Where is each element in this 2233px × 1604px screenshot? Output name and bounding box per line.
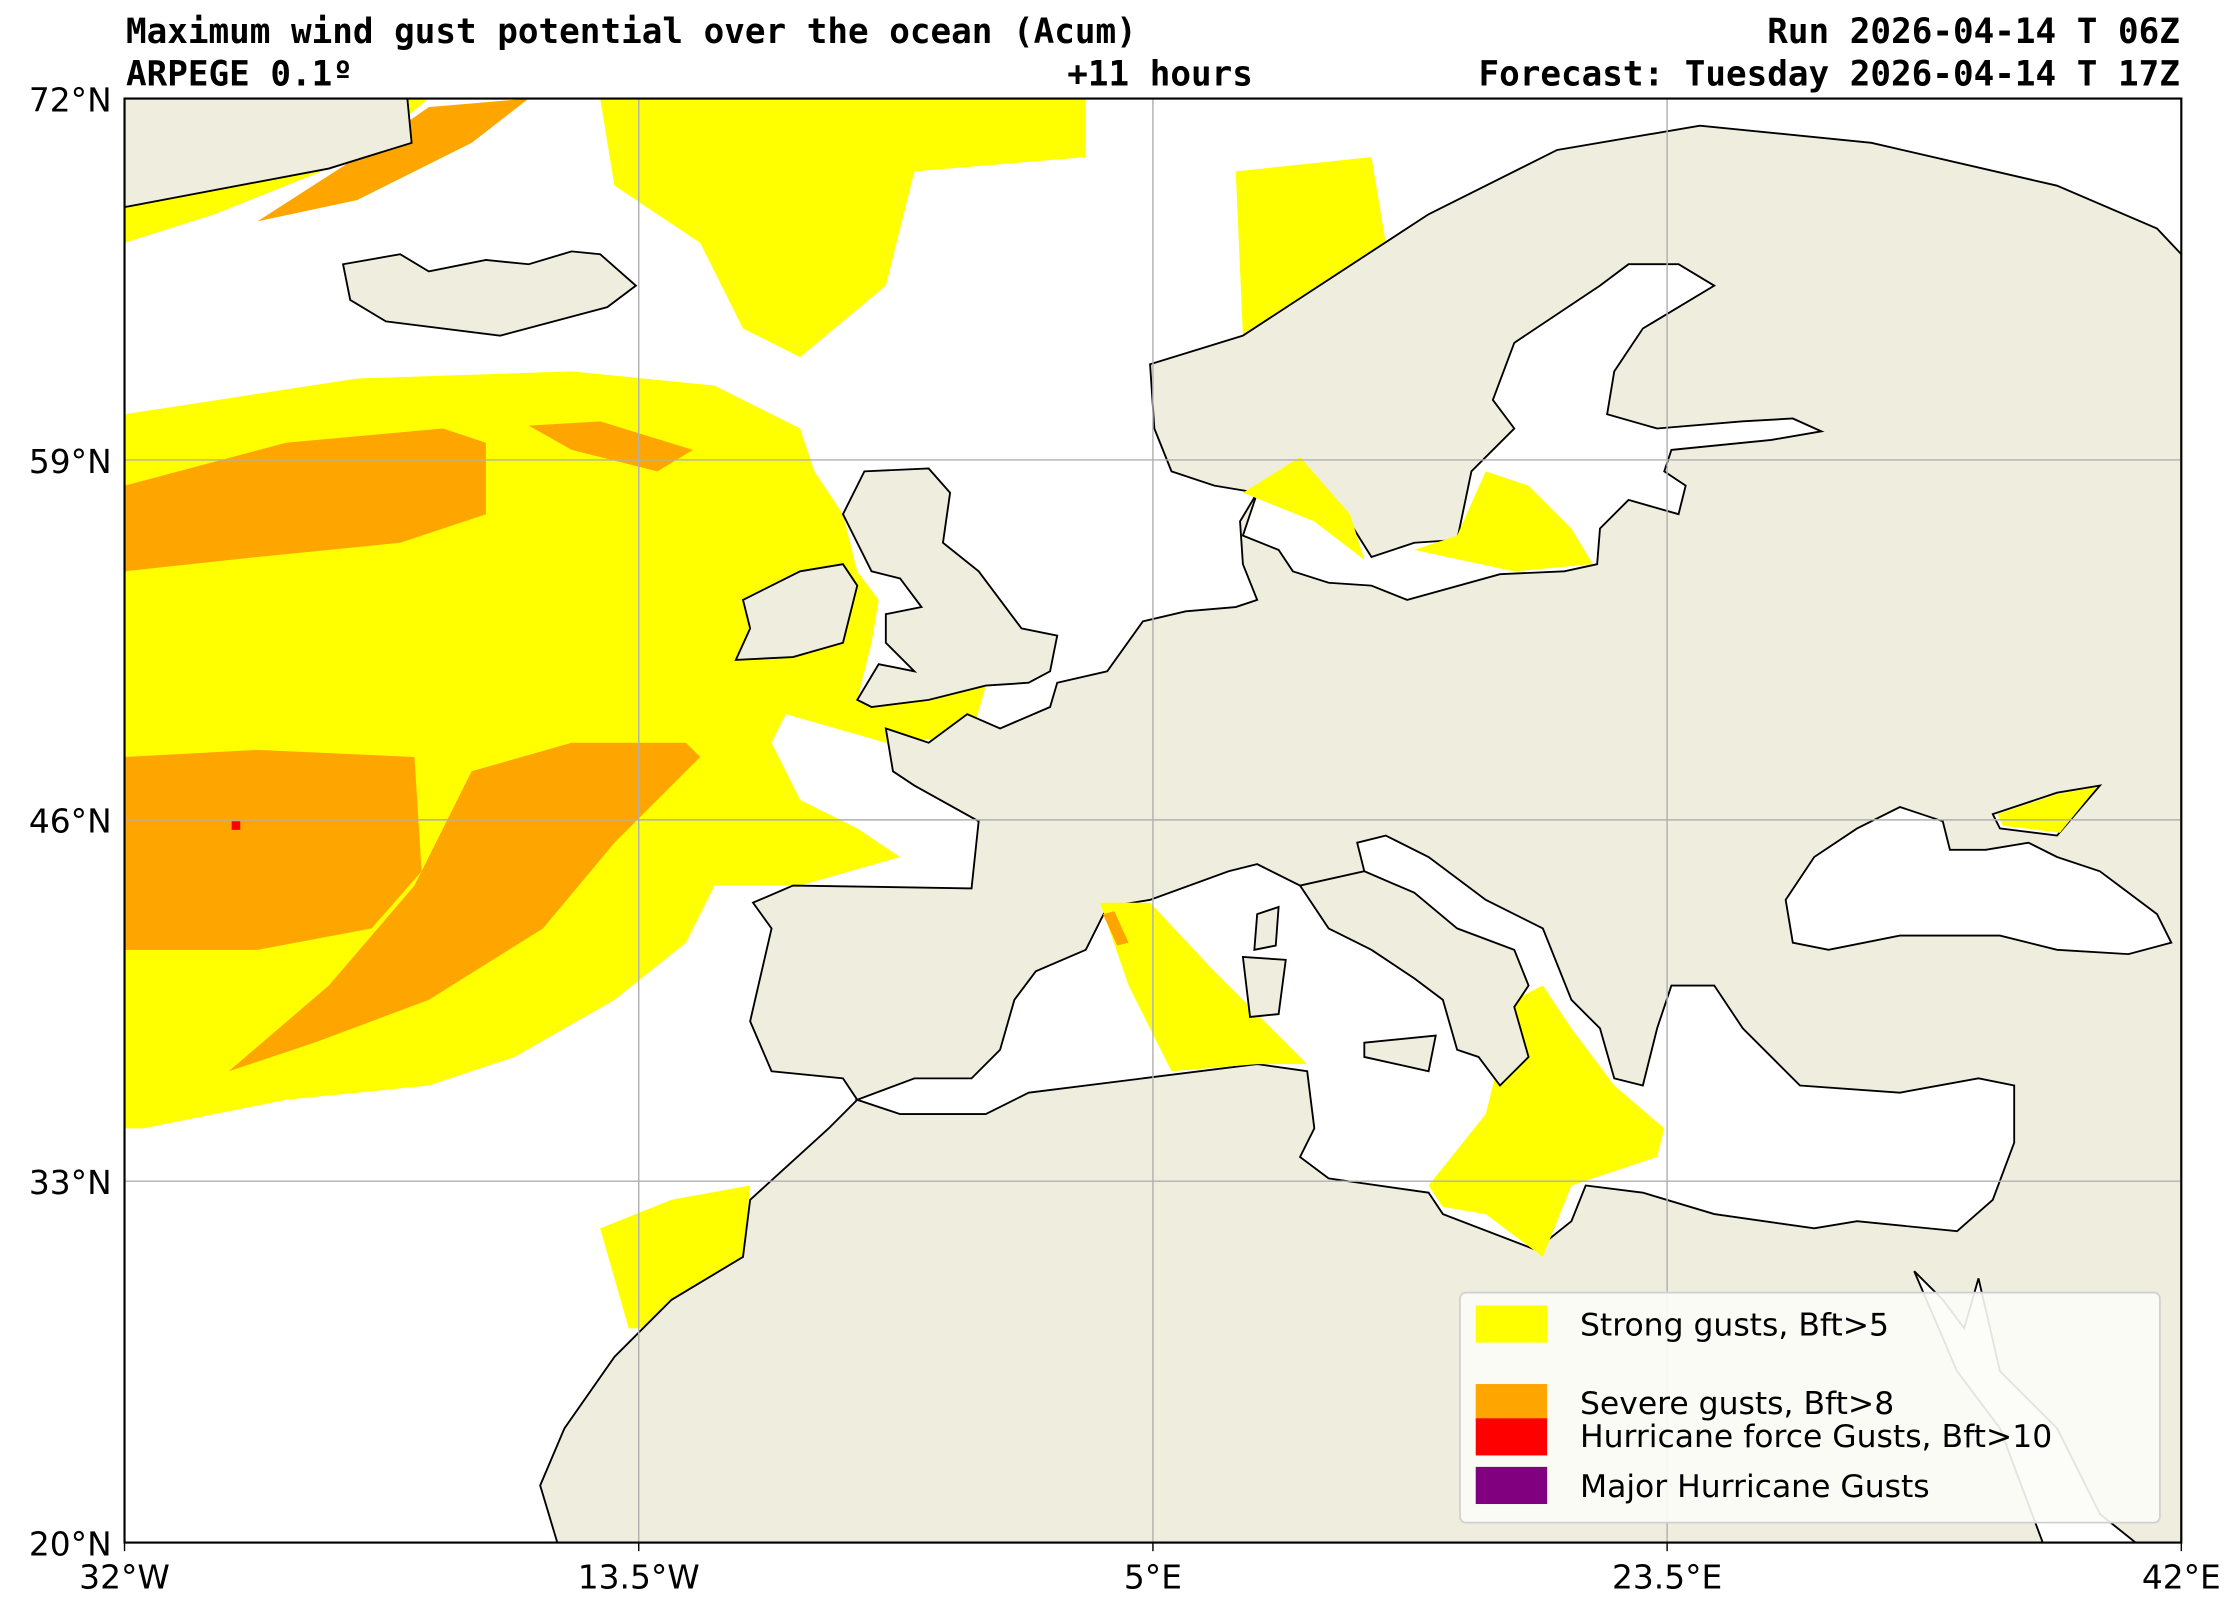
baltic-sea xyxy=(1241,263,1825,601)
ireland xyxy=(734,563,859,661)
greenland xyxy=(124,98,413,209)
map-area xyxy=(124,98,2182,1543)
hurricane-gust-spot xyxy=(231,821,241,830)
legend-swatch-hurricane-force xyxy=(1475,1418,1548,1456)
legend-swatch-severe xyxy=(1475,1384,1548,1422)
legend-swatch-strong xyxy=(1475,1305,1548,1343)
legend-label-strong: Strong gusts, Bft>5 xyxy=(1580,1307,1889,1343)
enclosed-sea-winds xyxy=(1100,457,2098,1257)
y-tick: 72°N xyxy=(29,81,112,119)
legend-swatch-major-hurricane xyxy=(1475,1466,1548,1505)
sardinia xyxy=(1241,955,1287,1018)
legend: Strong gusts, Bft>5 Severe gusts, Bft>8 … xyxy=(1459,1291,2161,1524)
y-axis-ticks: 72°N 59°N 46°N 33°N 20°N xyxy=(29,81,112,1563)
wind-field-atlantic xyxy=(124,98,1386,1329)
y-tick: 46°N xyxy=(29,803,112,841)
sicily xyxy=(1363,1034,1437,1073)
x-tick: 23.5°E xyxy=(1612,1558,1722,1596)
legend-label-severe: Severe gusts, Bft>8 xyxy=(1580,1386,1894,1422)
legend-label-hurricane: Hurricane force Gusts, Bft>10 xyxy=(1580,1419,2052,1455)
great-britain xyxy=(841,467,1059,708)
map-title: Maximum wind gust potential over the oce… xyxy=(126,12,1137,52)
lead-time: +11 hours xyxy=(1067,55,1253,95)
model-name: ARPEGE 0.1º xyxy=(126,55,353,95)
x-tick: 42°E xyxy=(2142,1558,2221,1596)
forecast-time: Forecast: Tuesday 2026-04-14 T 17Z xyxy=(1478,55,2179,95)
italy xyxy=(1298,870,1530,1087)
corsica xyxy=(1253,905,1280,951)
x-tick: 32°W xyxy=(79,1558,170,1596)
y-tick: 33°N xyxy=(29,1164,112,1202)
run-time: Run 2026-04-14 T 06Z xyxy=(1767,12,2180,52)
y-tick: 59°N xyxy=(29,443,112,481)
legend-label-major-hurricane: Major Hurricane Gusts xyxy=(1580,1469,1930,1505)
x-tick: 5°E xyxy=(1124,1558,1182,1596)
black-sea xyxy=(1784,805,2173,956)
iceland xyxy=(341,250,638,337)
x-axis-ticks: 32°W 13.5°W 5°E 23.5°E 42°E xyxy=(79,1542,2221,1596)
x-tick: 13.5°W xyxy=(578,1558,700,1596)
y-tick: 20°N xyxy=(29,1525,112,1563)
